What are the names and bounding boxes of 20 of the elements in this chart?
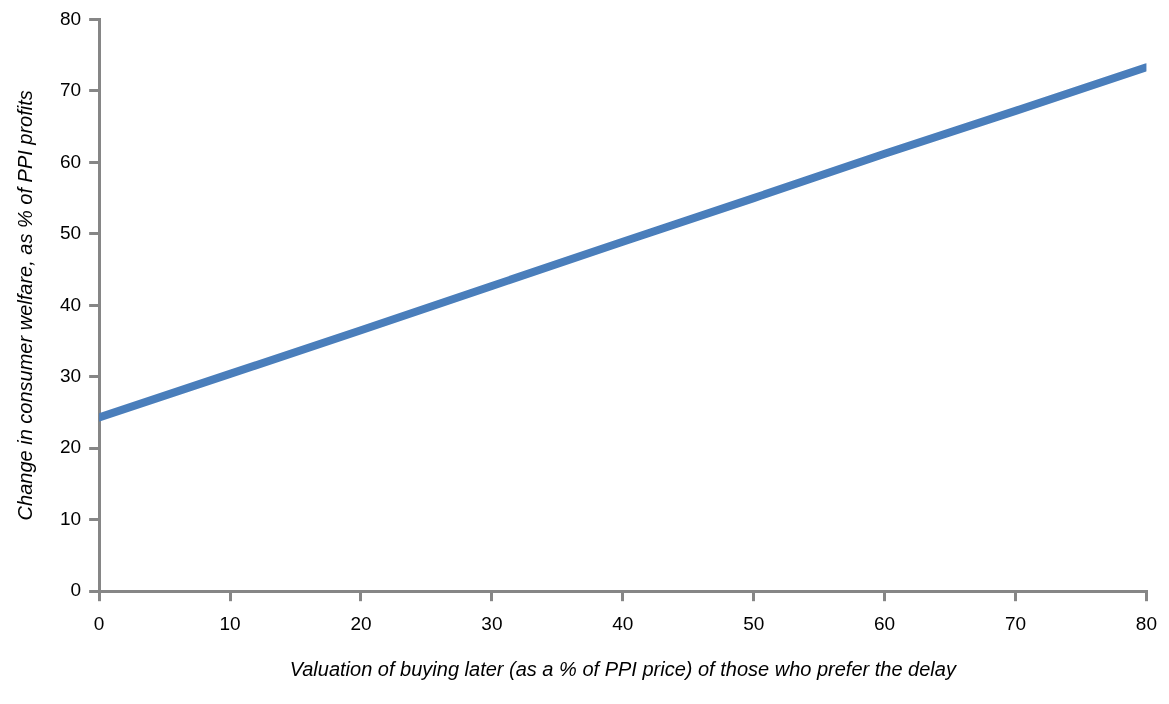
y-tick-label: 30 — [59, 365, 82, 387]
x-tick-label: 10 — [219, 612, 241, 634]
x-tick-label: 50 — [743, 612, 765, 634]
x-tick-label: 80 — [1135, 612, 1157, 634]
x-axis-title: Valuation of buying later (as a % of PPI price) of those who prefer the delay — [289, 657, 957, 680]
y-tick-label: 10 — [59, 507, 82, 529]
y-tick-label: 40 — [59, 293, 82, 315]
x-tick-label: 30 — [481, 612, 503, 634]
x-tick-label: 70 — [1004, 612, 1027, 634]
y-tick-label: 70 — [59, 79, 82, 101]
y-tick-label: 80 — [59, 7, 82, 29]
x-tick-label: 20 — [350, 612, 372, 634]
y-tick-label: 0 — [70, 579, 82, 601]
y-tick-label: 60 — [59, 150, 82, 172]
y-tick-label: 20 — [59, 436, 82, 458]
x-tick-label: 40 — [612, 612, 634, 634]
y-tick-label: 50 — [59, 222, 82, 244]
x-tick-label: 0 — [93, 612, 105, 634]
x-tick-label: 60 — [874, 612, 896, 634]
y-axis-title: Change in consumer welfare, as % of PPI profits — [13, 90, 36, 521]
